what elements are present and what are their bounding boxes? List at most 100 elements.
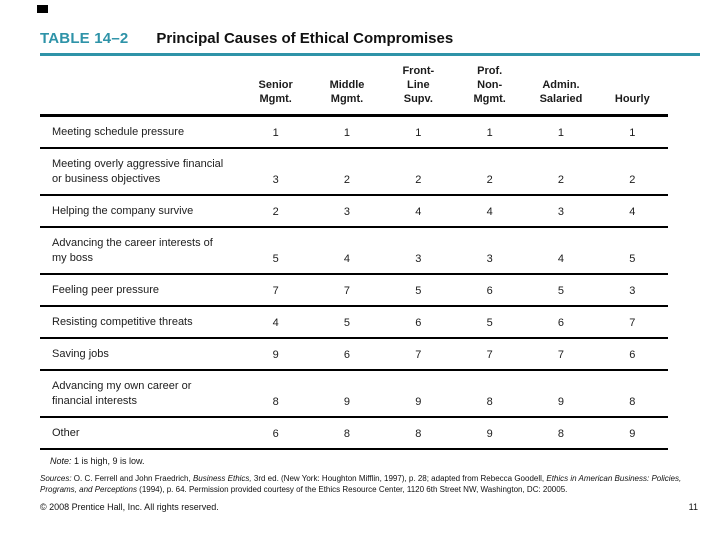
value-cell: 6: [272, 428, 279, 440]
sources-report-title: Ethics in American Business: Policies, P…: [40, 474, 682, 494]
value-cell: 9: [343, 396, 351, 408]
value-cell: 2: [272, 206, 279, 218]
value-cell: 1: [343, 127, 351, 139]
column-header-front-line: Front- Line Supv.: [402, 65, 435, 105]
value-cell: 2: [486, 174, 493, 186]
value-cell: 5: [343, 317, 351, 329]
value-cell: 2: [343, 174, 351, 186]
note-text: 1 is high, 9 is low.: [71, 456, 145, 466]
value-cell: 7: [343, 285, 351, 297]
value-cell: 2: [629, 174, 636, 186]
value-cell: 8: [557, 428, 565, 440]
table-note: Note: 1 is high, 9 is low.: [40, 456, 700, 466]
value-cell: 6: [629, 349, 636, 361]
title-bar: TABLE 14–2 Principal Causes of Ethical C…: [40, 30, 700, 47]
table-row: Meeting schedule pressure 1 1 1 1 1 1: [40, 117, 668, 149]
value-cell: 2: [557, 174, 565, 186]
value-cell: 3: [557, 206, 565, 218]
value-cell: 5: [272, 253, 279, 265]
sources-label: Sources:: [40, 474, 74, 483]
value-cell: 6: [343, 349, 351, 361]
value-cell: 8: [629, 396, 636, 408]
row-label: Advancing my own career or financial int…: [52, 380, 192, 407]
slide-corner-marker: [37, 5, 48, 13]
value-cell: 4: [272, 317, 279, 329]
value-cell: 7: [629, 317, 636, 329]
value-cell: 7: [486, 349, 493, 361]
value-cell: 9: [629, 428, 636, 440]
value-cell: 5: [557, 285, 565, 297]
value-cell: 8: [272, 396, 279, 408]
slide-footer: © 2008 Prentice Hall, Inc. All rights re…: [40, 502, 700, 512]
value-cell: 8: [415, 428, 422, 440]
column-header-hourly: Hourly: [614, 93, 650, 105]
value-cell: 7: [272, 285, 279, 297]
table-row: Advancing my own career or financial int…: [40, 371, 668, 418]
value-cell: 6: [415, 317, 422, 329]
column-header-admin-salaried: Admin. Salaried: [539, 79, 583, 105]
row-label: Helping the company survive: [52, 205, 194, 217]
table-row: Feeling peer pressure 7 7 5 6 5 3: [40, 275, 668, 307]
value-cell: 3: [486, 253, 493, 265]
value-cell: 5: [415, 285, 422, 297]
sources-citation: Sources: O. C. Ferrell and John Fraedric…: [40, 474, 698, 495]
value-cell: 3: [272, 174, 279, 186]
value-cell: 7: [557, 349, 565, 361]
table-row: Other 6 8 8 9 8 9: [40, 418, 668, 450]
value-cell: 5: [486, 317, 493, 329]
value-cell: 3: [629, 285, 636, 297]
value-cell: 9: [486, 428, 493, 440]
value-cell: 1: [629, 127, 636, 139]
value-cell: 4: [629, 206, 636, 218]
table-row: Helping the company survive 2 3 4 4 3 4: [40, 196, 668, 228]
row-label: Feeling peer pressure: [52, 284, 160, 296]
row-label: Saving jobs: [52, 348, 109, 360]
value-cell: 9: [557, 396, 565, 408]
column-header-prof-non-mgmt: Prof. Non- Mgmt.: [473, 65, 506, 105]
ethical-compromises-table: Senior Mgmt. Middle Mgmt. Front- Line Su…: [40, 58, 668, 450]
copyright-text: © 2008 Prentice Hall, Inc. All rights re…: [40, 502, 219, 512]
row-label: Meeting schedule pressure: [52, 126, 185, 138]
value-cell: 1: [486, 127, 493, 139]
value-cell: 6: [557, 317, 565, 329]
column-header-middle-mgmt: Middle Mgmt.: [329, 79, 365, 105]
sources-segment: O. C. Ferrell and John Fraedrich,: [73, 474, 193, 483]
value-cell: 9: [272, 349, 279, 361]
table-row: Advancing the career interests of my bos…: [40, 228, 668, 275]
row-label: Resisting competitive threats: [52, 316, 193, 328]
table-row: Saving jobs 9 6 7 7 7 6: [40, 339, 668, 371]
value-cell: 6: [486, 285, 493, 297]
value-cell: 5: [629, 253, 636, 265]
sources-segment: (1994), p. 64. Permission provided court…: [136, 484, 568, 494]
table-number-label: TABLE 14–2: [40, 30, 129, 47]
value-cell: 4: [557, 253, 565, 265]
row-label: Meeting overly aggressive financial or b…: [52, 158, 224, 185]
table-row: Resisting competitive threats 4 5 6 5 6 …: [40, 307, 668, 339]
sources-segment: 3rd ed. (New York: Houghton Mifflin, 199…: [251, 474, 547, 483]
sources-book-title: Business Ethics,: [192, 474, 252, 483]
slide-content: TABLE 14–2 Principal Causes of Ethical C…: [40, 30, 700, 512]
value-cell: 8: [486, 396, 493, 408]
table-header-row: Senior Mgmt. Middle Mgmt. Front- Line Su…: [40, 58, 668, 117]
column-header-senior-mgmt: Senior Mgmt.: [258, 79, 293, 105]
value-cell: 7: [415, 349, 422, 361]
value-cell: 1: [557, 127, 565, 139]
value-cell: 4: [343, 253, 351, 265]
slide-title: Principal Causes of Ethical Compromises: [156, 30, 454, 47]
page-number: 11: [688, 502, 698, 512]
value-cell: 3: [343, 206, 351, 218]
value-cell: 9: [415, 396, 422, 408]
value-cell: 3: [415, 253, 422, 265]
value-cell: 8: [343, 428, 351, 440]
value-cell: 2: [415, 174, 422, 186]
row-label: Other: [52, 427, 80, 439]
title-underline-rule: [40, 53, 700, 56]
note-label: Note:: [50, 456, 72, 466]
value-cell: 4: [486, 206, 493, 218]
table-row: Meeting overly aggressive financial or b…: [40, 149, 668, 196]
value-cell: 4: [415, 206, 422, 218]
value-cell: 1: [272, 127, 279, 139]
row-label: Advancing the career interests of my bos…: [52, 237, 213, 264]
value-cell: 1: [415, 127, 422, 139]
